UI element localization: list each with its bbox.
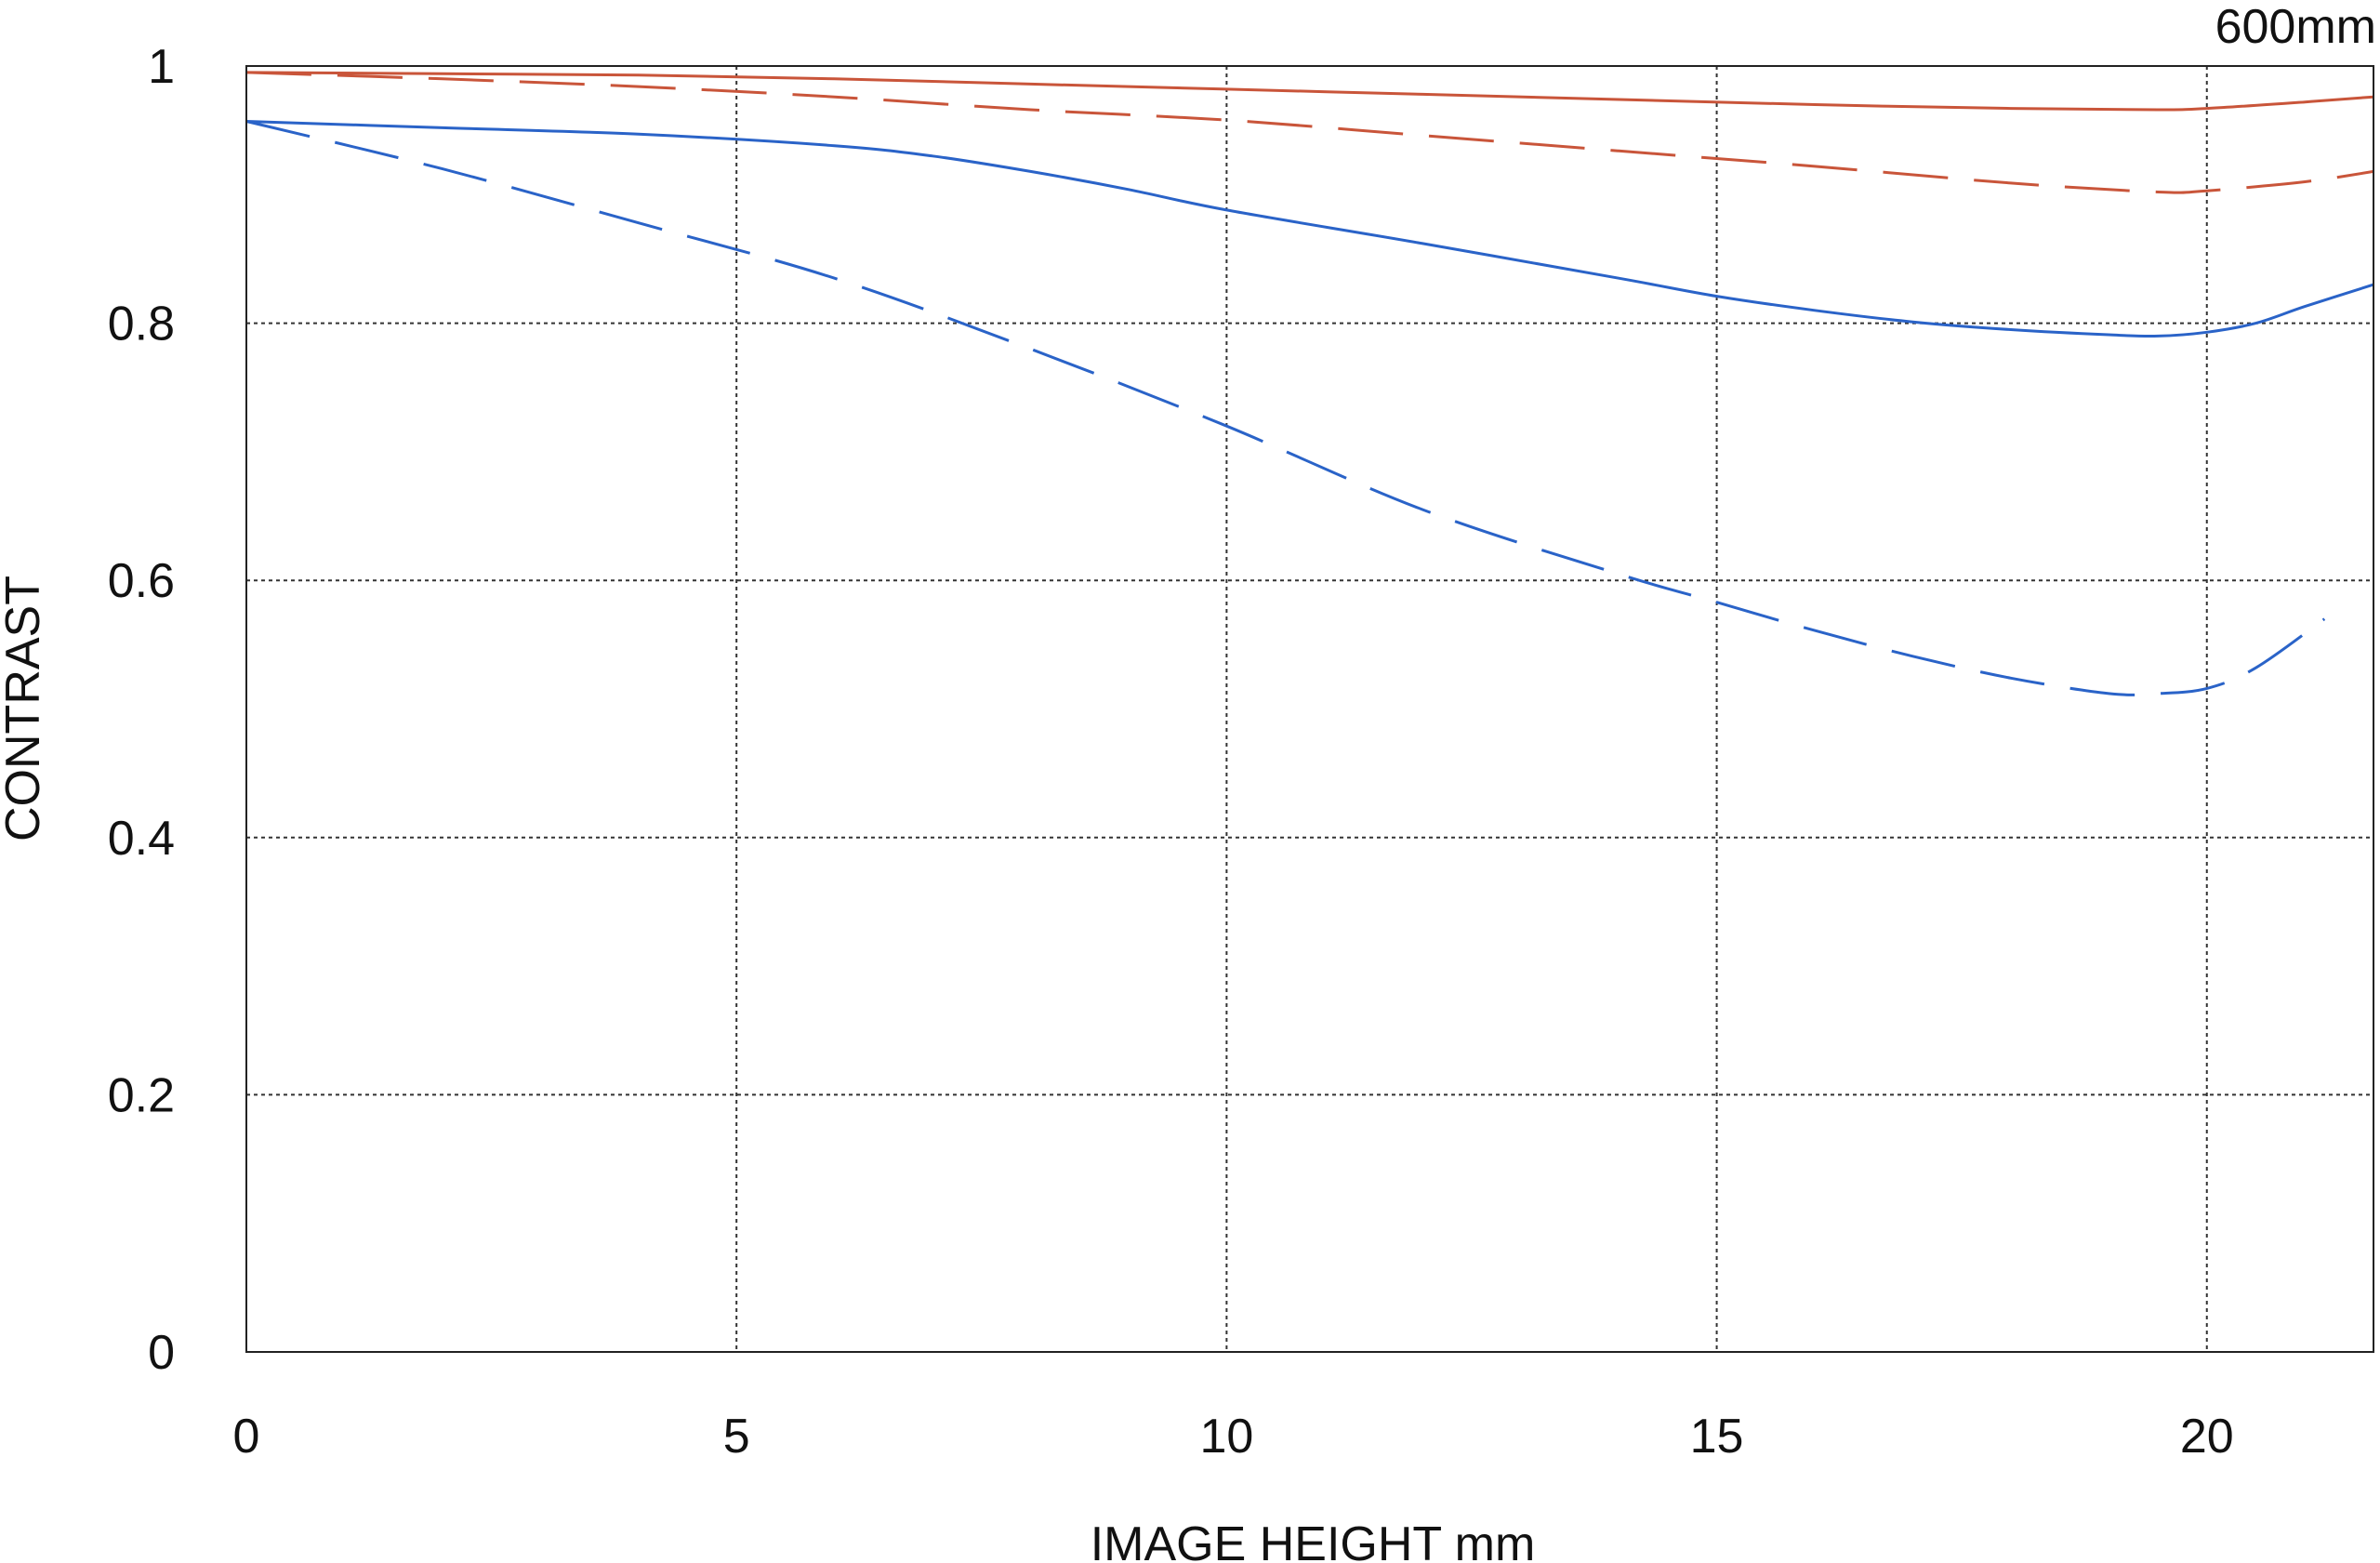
y-tick-label: 0.8 <box>108 298 175 351</box>
x-tick-label: 15 <box>1690 1410 1744 1464</box>
y-axis-ticks: 0 0.2 0.4 0.6 0.8 1 <box>108 40 175 1380</box>
y-tick-label: 0.6 <box>108 554 175 608</box>
y-tick-label: 0 <box>148 1326 175 1380</box>
y-tick-label: 1 <box>148 40 175 94</box>
series-line-2 <box>245 71 2374 194</box>
x-axis-ticks: 0 5 10 15 20 <box>233 1410 2234 1464</box>
x-tick-label: 5 <box>723 1410 750 1464</box>
y-axis-title: CONTRAST <box>0 576 50 841</box>
plot-frame <box>245 65 2374 1353</box>
grid <box>246 66 2373 1352</box>
x-tick-label: 0 <box>233 1410 260 1464</box>
y-tick-label: 0.4 <box>108 812 175 866</box>
x-tick-label: 10 <box>1199 1410 1253 1464</box>
x-axis-title: IMAGE HEIGHT mm <box>1091 1517 1536 1563</box>
series-group <box>245 71 2374 696</box>
series-line-4 <box>245 120 2326 696</box>
series-line-1 <box>245 71 2374 112</box>
x-tick-label: 20 <box>2180 1410 2234 1464</box>
series-line-3 <box>245 120 2374 338</box>
y-tick-label: 0.2 <box>108 1068 175 1122</box>
focal-length-label: 600mm <box>2215 0 2376 54</box>
